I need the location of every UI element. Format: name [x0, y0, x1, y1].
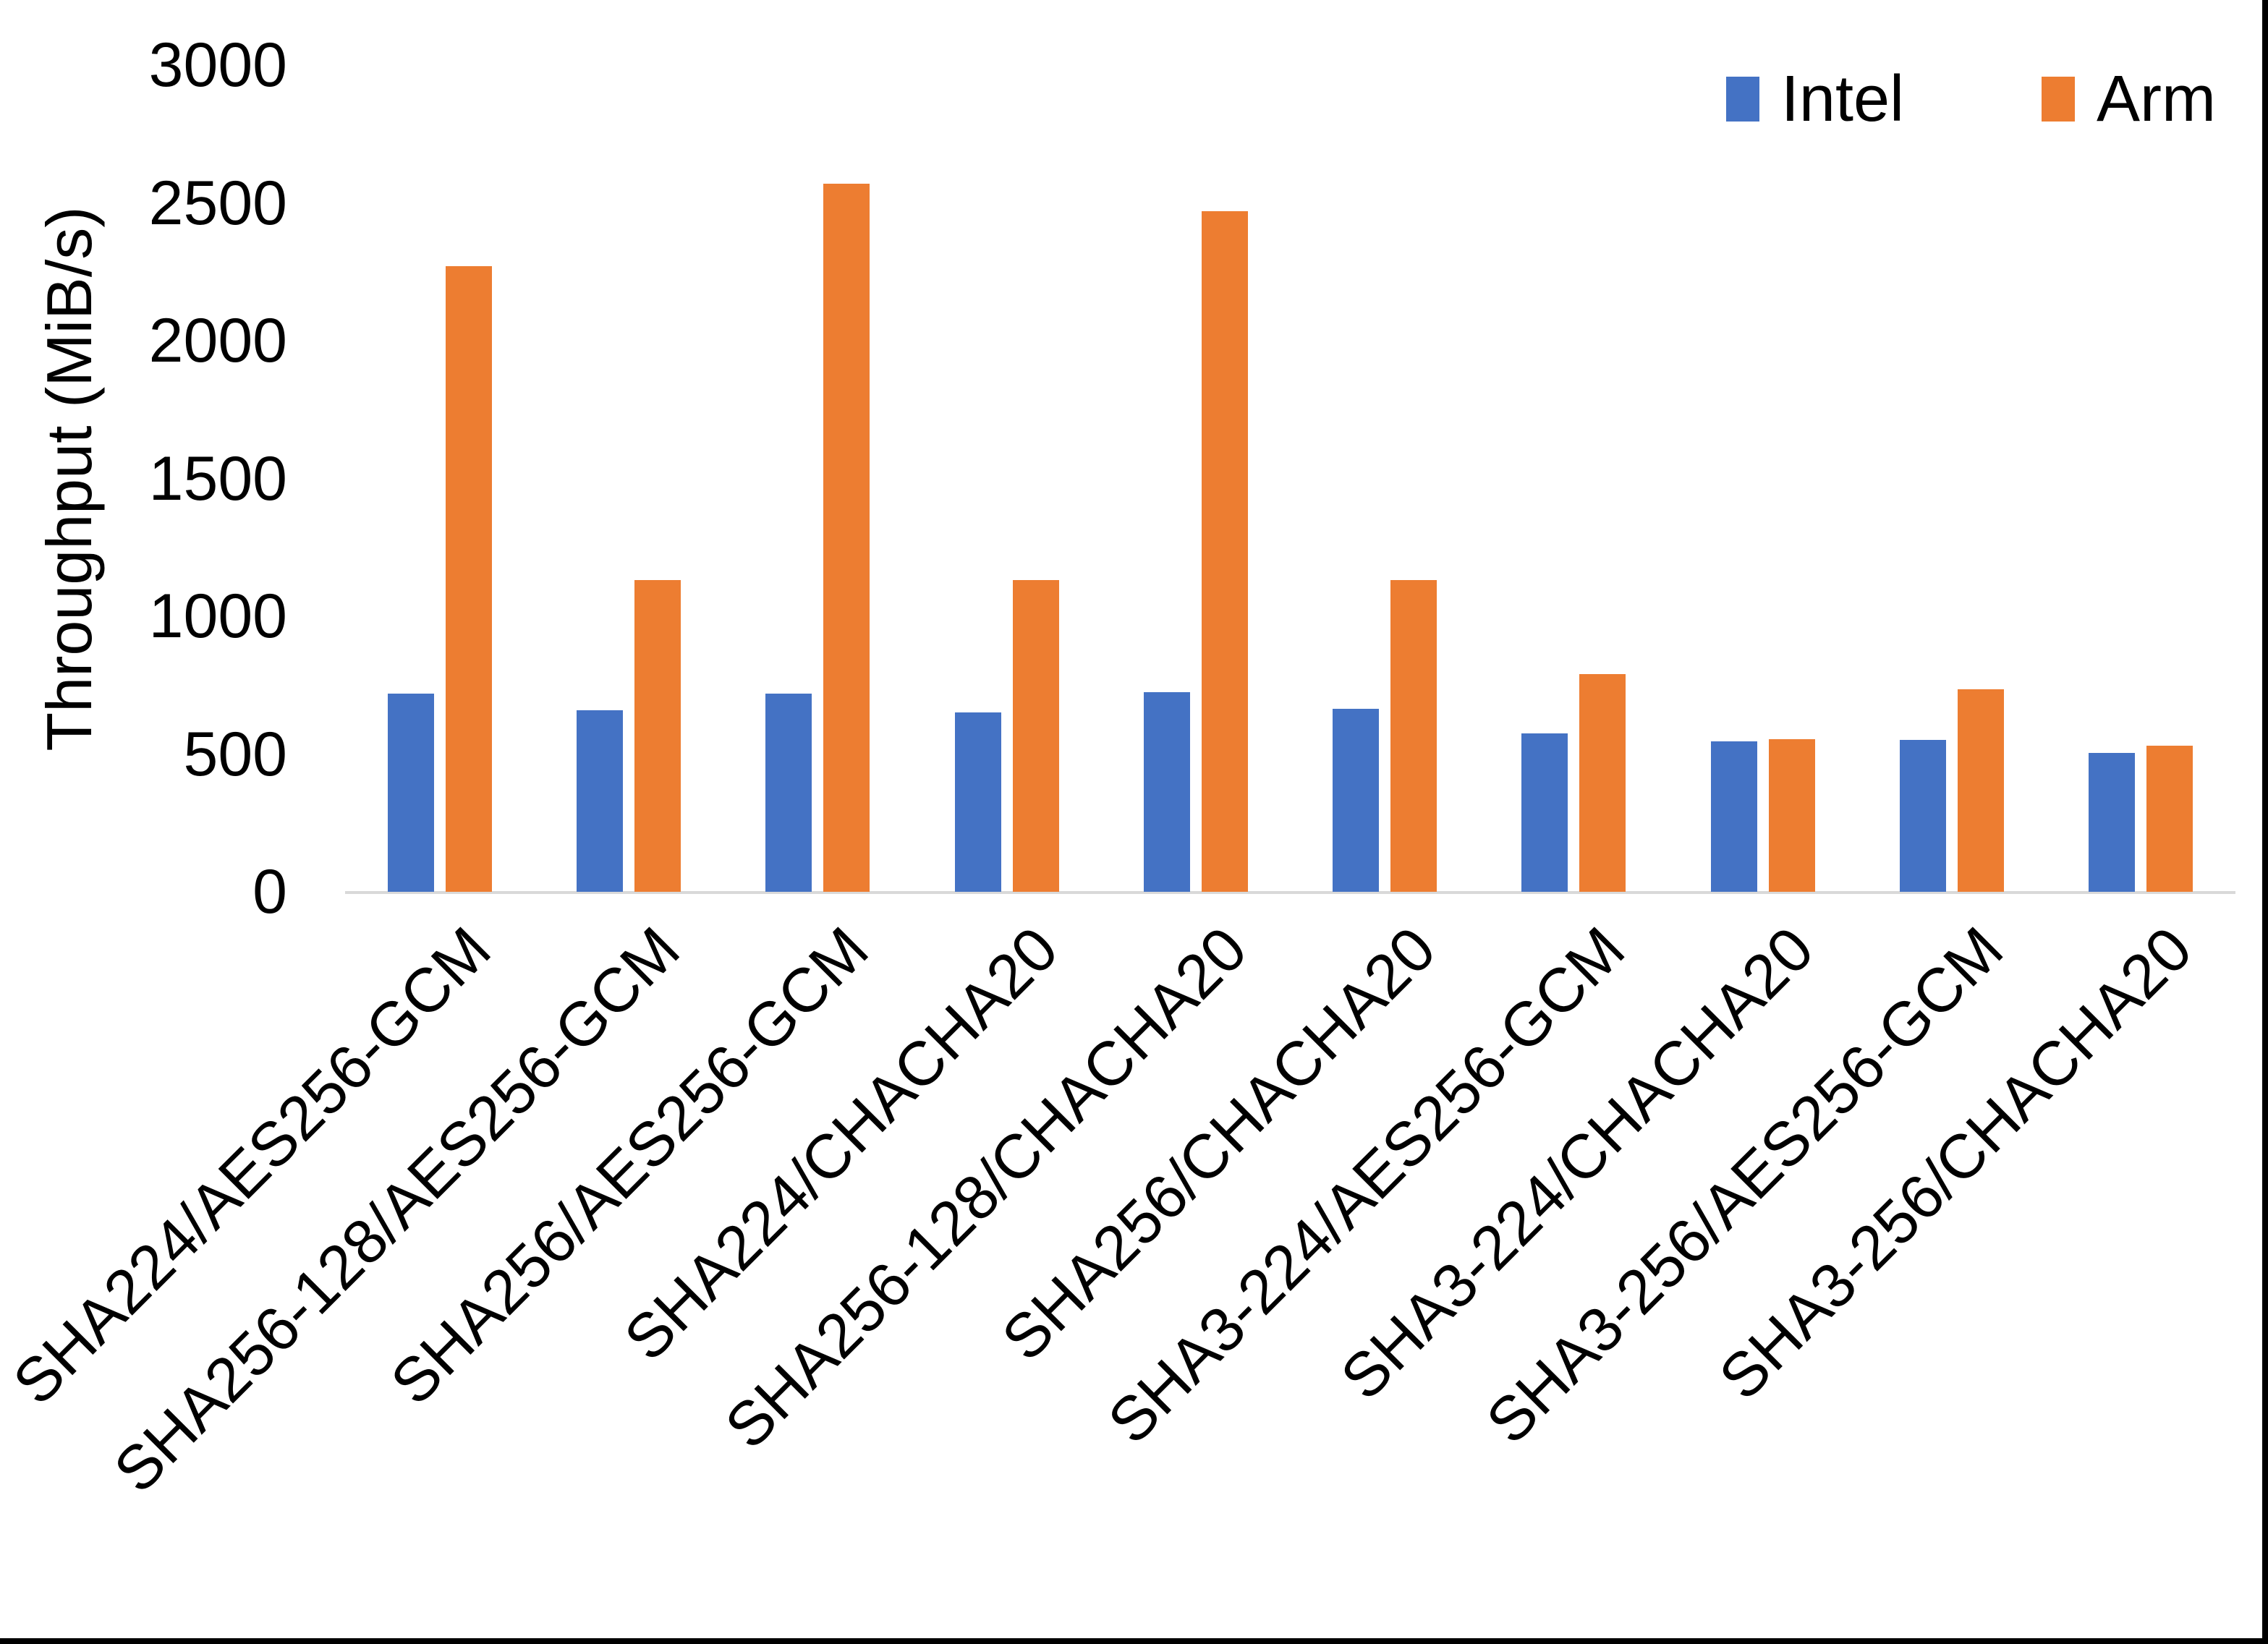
bar-arm-7 [1768, 739, 1815, 892]
bar-intel-4 [1143, 692, 1190, 892]
y-tick-label-1000: 1000 [148, 582, 287, 651]
bar-group-7 [1668, 65, 1857, 892]
bar-arm-2 [823, 184, 870, 892]
bar-intel-5 [1333, 709, 1380, 892]
bar-intel-3 [954, 712, 1001, 892]
bar-arm-4 [1201, 211, 1248, 892]
bar-intel-2 [765, 694, 812, 892]
bar-arm-9 [2146, 746, 2193, 892]
bar-group-4 [1101, 65, 1290, 892]
bar-intel-6 [1521, 733, 1568, 892]
y-tick-label-1500: 1500 [148, 443, 287, 514]
bar-arm-1 [634, 580, 681, 892]
bar-arm-3 [1012, 580, 1059, 892]
bar-group-9 [2047, 65, 2235, 892]
bar-arm-5 [1390, 580, 1437, 892]
bar-group-3 [912, 65, 1101, 892]
y-tick-label-0: 0 [252, 857, 287, 927]
bar-intel-7 [1710, 741, 1757, 892]
bar-arm-6 [1579, 674, 1626, 892]
y-tick-label-2500: 2500 [148, 168, 287, 238]
legend-item-arm: Arm [2042, 67, 2216, 132]
bar-group-2 [723, 65, 912, 892]
y-tick-label-3000: 3000 [148, 30, 287, 100]
legend-label-arm: Arm [2097, 63, 2216, 135]
y-tick-label-2000: 2000 [148, 306, 287, 375]
bar-group-1 [534, 65, 723, 892]
legend: Intel Arm [1725, 63, 2216, 135]
plot-area: 0 500 1000 1500 2000 2500 3000 SHA224/AES256-GC… [0, 30, 2235, 1506]
bar-intel-0 [387, 694, 434, 892]
y-tick-label-500: 500 [183, 719, 288, 789]
x-axis-line [345, 891, 2235, 894]
bar-intel-8 [1900, 740, 1947, 892]
bar-arm-8 [1958, 689, 2005, 892]
bar-group-0 [345, 65, 534, 892]
bar-intel-9 [2089, 753, 2136, 892]
legend-item-intel: Intel [1725, 63, 1905, 135]
bar-group-6 [1479, 65, 1668, 892]
bar-group-8 [1857, 65, 2046, 892]
bar-arm-0 [445, 266, 492, 892]
legend-label-intel: Intel [1780, 63, 1905, 135]
legend-swatch-intel [1725, 77, 1759, 122]
bar-group-5 [1291, 65, 1479, 892]
legend-swatch-arm [2042, 77, 2076, 122]
bar-intel-1 [576, 710, 623, 892]
